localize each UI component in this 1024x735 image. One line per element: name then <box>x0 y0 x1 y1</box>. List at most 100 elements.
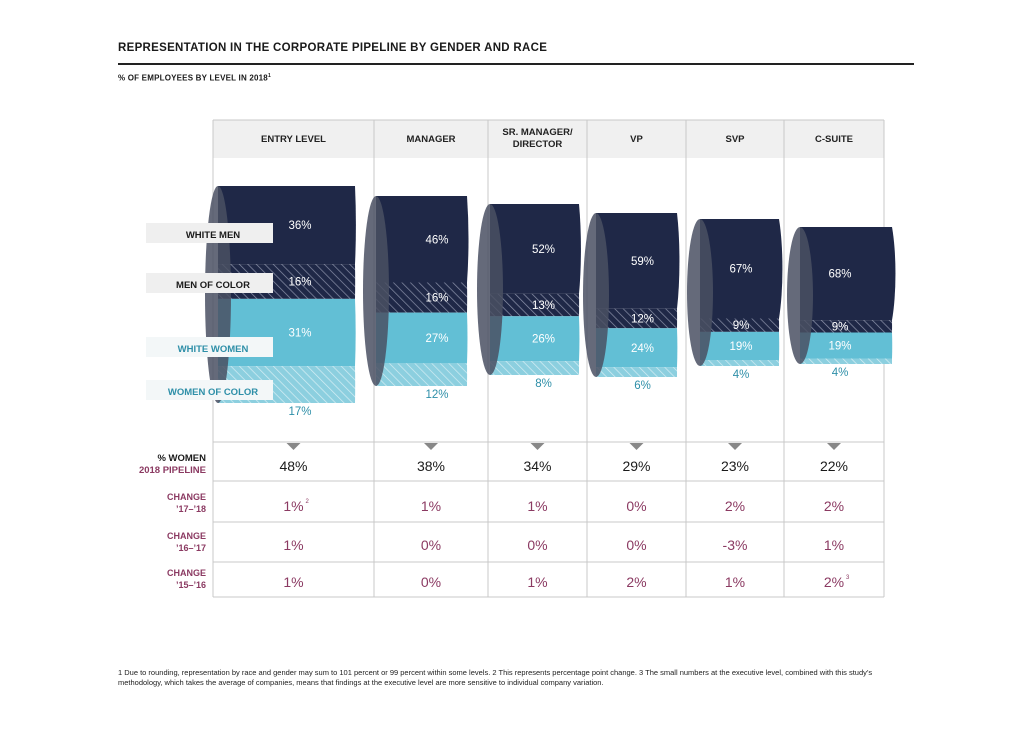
value-label-women-of-color: 4% <box>733 369 750 381</box>
value-label-white-women: 26% <box>532 334 555 346</box>
table-value: 34% <box>523 458 551 474</box>
legend-box <box>146 337 273 357</box>
cylinder-segment-white-women <box>596 328 678 368</box>
column-header: ENTRY LEVEL <box>261 134 326 145</box>
table-value: 1% <box>527 498 547 514</box>
table-value: 1% <box>725 574 745 590</box>
value-label-women-of-color: 12% <box>425 389 448 401</box>
table-value: 29% <box>622 458 650 474</box>
table-value: 1% <box>283 574 303 590</box>
cylinder-segment-men-of-color <box>490 293 580 317</box>
cylinder-segment-women-of-color <box>700 360 780 366</box>
row-label-change-period: ’17–’18 <box>176 504 206 514</box>
table-value: 0% <box>421 574 441 590</box>
value-label-men-of-color: 9% <box>832 321 849 333</box>
table-value: 2% <box>824 574 844 590</box>
legend-label-white-women: WHITE WOMEN <box>178 344 249 355</box>
table-value: 23% <box>721 458 749 474</box>
legend-label-white-men: WHITE MEN <box>186 230 240 241</box>
cylinder-rim <box>205 186 231 403</box>
value-label-white-men: 46% <box>425 234 448 246</box>
table-value: 38% <box>417 458 445 474</box>
table-value: 0% <box>626 537 646 553</box>
column-header: SVP <box>725 134 745 145</box>
legend-box <box>146 223 273 243</box>
down-triangle-icon <box>629 443 644 450</box>
down-triangle-icon <box>286 443 301 450</box>
row-label-change: CHANGE <box>167 568 206 578</box>
table-value: 0% <box>626 498 646 514</box>
cylinder-3 <box>583 213 680 377</box>
down-triangle-icon <box>530 443 545 450</box>
value-label-white-women: 19% <box>828 341 851 353</box>
column-header: DIRECTOR <box>513 139 563 150</box>
cylinder-rim <box>787 227 813 364</box>
value-label-men-of-color: 16% <box>425 293 448 305</box>
value-label-white-men: 67% <box>729 264 752 276</box>
cylinder-4 <box>687 219 783 366</box>
value-label-men-of-color: 12% <box>631 314 654 326</box>
chart-subtitle: % OF EMPLOYEES BY LEVEL IN 20181 <box>118 73 271 83</box>
footnote-ref: 3 <box>846 575 850 581</box>
cylinder-segment-white-men <box>596 213 680 309</box>
table-value: 1% <box>283 498 303 514</box>
cylinder-segment-white-men <box>700 219 783 319</box>
value-label-white-women: 24% <box>631 343 654 355</box>
cylinder-segment-white-women <box>700 331 780 361</box>
cylinder-rim <box>477 204 504 375</box>
column-header: C-SUITE <box>815 134 853 145</box>
cylinder-rim <box>687 219 714 366</box>
cylinder-segment-white-women <box>800 332 893 359</box>
row-label-change: CHANGE <box>167 492 206 502</box>
value-label-women-of-color: 6% <box>634 380 651 392</box>
header-band <box>213 120 884 158</box>
value-label-white-men: 36% <box>288 220 311 232</box>
cylinder-segment-men-of-color <box>800 320 893 333</box>
cylinder-1 <box>363 196 469 386</box>
down-triangle-icon <box>827 443 841 450</box>
cylinder-2 <box>477 204 581 375</box>
cylinder-segment-white-men <box>218 186 356 265</box>
legend-label-women-of-color: WOMEN OF COLOR <box>168 387 258 398</box>
table-value: 1% <box>421 498 441 514</box>
down-triangle-icon <box>728 443 742 450</box>
column-header: MANAGER <box>406 134 455 145</box>
row-label-change: CHANGE <box>167 531 206 541</box>
cylinder-rim <box>583 213 609 377</box>
cylinder-segment-women-of-color <box>800 358 893 364</box>
cylinder-segment-women-of-color <box>376 363 468 386</box>
cylinder-segment-men-of-color <box>700 318 780 332</box>
value-label-women-of-color: 8% <box>535 378 552 390</box>
legend-label-men-of-color: MEN OF COLOR <box>176 280 250 291</box>
value-label-women-of-color: 4% <box>832 367 849 379</box>
cylinder-0 <box>205 186 356 403</box>
value-label-men-of-color: 13% <box>532 300 555 312</box>
cylinder-segment-men-of-color <box>376 282 468 313</box>
cylinder-segment-white-men <box>800 227 896 321</box>
row-label-change-period: ’15–’16 <box>176 580 206 590</box>
chart-title: REPRESENTATION IN THE CORPORATE PIPELINE… <box>118 42 548 54</box>
value-label-men-of-color: 16% <box>288 276 311 288</box>
value-label-white-women: 19% <box>729 341 752 353</box>
table-value: 0% <box>527 537 547 553</box>
table-value: 1% <box>824 537 844 553</box>
title-rule <box>118 63 914 65</box>
value-label-white-men: 68% <box>828 269 851 281</box>
table-value: 2% <box>626 574 646 590</box>
value-label-men-of-color: 9% <box>733 320 750 332</box>
value-label-white-men: 52% <box>532 244 555 256</box>
cylinder-rim <box>363 196 389 386</box>
value-label-white-men: 59% <box>631 256 654 268</box>
cylinder-segment-white-men <box>490 204 581 294</box>
table-value: 2% <box>725 498 745 514</box>
column-header: SR. MANAGER/ <box>502 127 573 138</box>
cylinder-segment-white-men <box>376 196 469 283</box>
cylinder-segment-men-of-color <box>596 308 678 329</box>
footnote: 1 Due to rounding, representation by rac… <box>118 668 873 687</box>
table-value: 0% <box>421 537 441 553</box>
table-value: 2% <box>824 498 844 514</box>
table-value: 1% <box>527 574 547 590</box>
row-label-women: % WOMEN <box>157 453 206 464</box>
table-value: 48% <box>279 458 307 474</box>
